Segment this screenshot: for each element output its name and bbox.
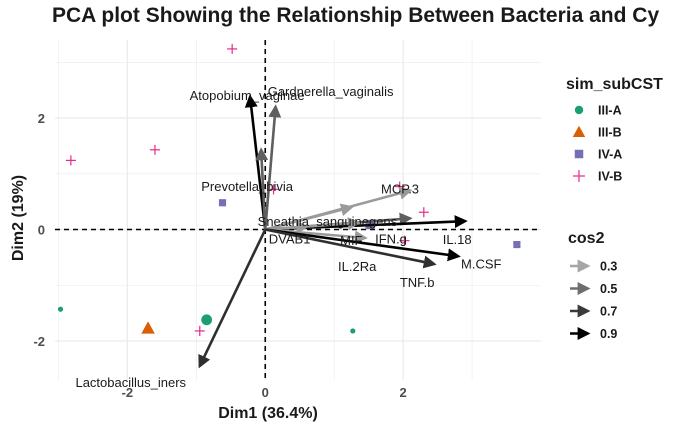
legend-key-iv-a [574,149,584,159]
label-lactobacillus_iners: Lactobacillus_iners [75,375,186,390]
point-iv-b [194,325,205,336]
arrow-m.csf [265,228,461,262]
label-atopobium_vaginae: Atopobium_vaginae [190,88,305,103]
legend-label-iii-b: III-B [598,126,622,140]
point-iii-b [141,321,155,334]
point-iv-a [513,240,521,249]
group-legend-title: sim_subCST [566,76,663,93]
point-iv-b [418,207,429,218]
chart-title: PCA plot Showing the Relationship Betwee… [52,4,660,27]
point-iv-b [65,155,76,166]
cos2-legend-item: 0.3 [570,259,617,274]
label-mif: MIF [340,233,362,248]
cos2-legend: cos2 0.3 0.5 0.7 0.9 [568,230,617,341]
label-mcp.3: MCP.3 [381,181,419,196]
arrow-mif [265,217,361,231]
point-iii-a [201,314,213,326]
tick-labels: -2 0 2 -2 0 2 [33,111,406,400]
legend-label-iv-a: IV-A [598,148,622,162]
label-m.csf: M.CSF [461,256,502,271]
arrow-atopobium_vaginae [244,94,267,230]
cos2-legend-item: 0.9 [570,327,617,341]
legend-label-iii-a: III-A [598,104,622,118]
variable-arrows [198,94,468,369]
y-tick-label: 0 [38,223,45,238]
y-axis-title: Dim2 (19%) [10,175,27,261]
x-axis-title: Dim1 (36.4%) [218,405,318,422]
arrow-mcp.3 [264,186,413,231]
group-legend-item: III-A [574,104,622,118]
group-legend-item: IV-A [574,148,622,162]
plot-panel [55,40,541,380]
group-legend-item: III-B [572,125,622,140]
cos2-legend-item: 0.7 [570,304,617,319]
point-iv-b [227,43,238,54]
cos2-legend-label: 0.9 [600,327,617,341]
cos2-legend-label: 0.5 [600,282,617,296]
group-legend-item: IV-B [573,170,622,184]
y-tick-label: -2 [33,334,45,349]
label-il.2ra: IL.2Ra [338,259,377,274]
arrow-tnf.b [264,228,437,269]
point-iii-a [57,306,64,312]
legend-key-iv-b [573,170,585,182]
label-tnf.b: TNF.b [400,275,435,290]
label-il.18: IL.18 [443,232,472,247]
y-tick-label: 2 [38,111,45,126]
legend-key-iii-b [572,125,586,137]
point-iii-a [350,328,356,334]
x-tick-label: 2 [400,385,407,400]
legend-label-iv-b: IV-B [598,170,622,184]
label-prevotella_bivia: Prevotella_bivia [201,179,294,194]
point-iv-b [149,144,160,155]
label-sneathia_sanguinegens: Sneathia_sanguinegens [258,214,398,229]
cos2-legend-label: 0.3 [600,260,617,274]
point-iv-a [218,199,227,207]
legend-key-iii-a [574,105,584,115]
point-iv-b [399,235,410,246]
arrow-gardnerella_vaginalis [263,104,282,230]
x-tick-label: 0 [262,385,269,400]
cos2-legend-title: cos2 [568,230,605,247]
cos2-legend-item: 0.5 [570,282,617,296]
arrow-lactobacillus_iners [198,228,267,369]
cos2-legend-label: 0.7 [600,305,617,319]
group-legend: sim_subCST III-A III-B IV-A IV-B [566,76,663,184]
label-dvab1: DVAB1 [269,232,311,247]
label-ifn.g: IFN.g [375,231,407,246]
point-iv-b [268,184,279,195]
x-tick-label: -2 [122,385,134,400]
arrow-prevotella_bivia [255,147,269,230]
individual-points [57,43,521,336]
label-gardnerella_vaginalis: Gardnerella_vaginalis [268,84,394,99]
